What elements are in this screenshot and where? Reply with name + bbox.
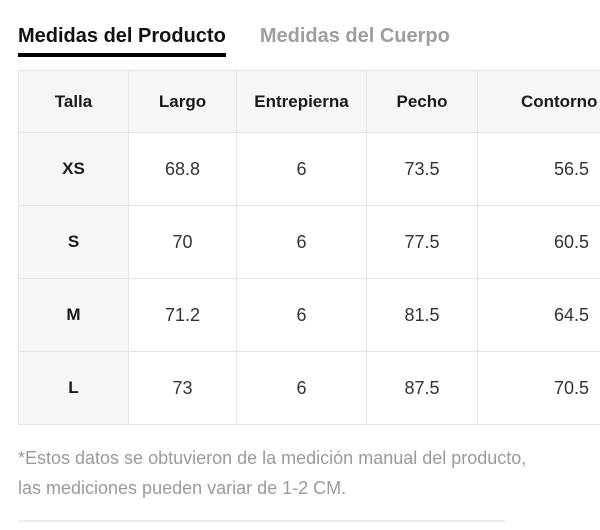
- cell-size: S: [18, 205, 129, 279]
- table-row-xs: XS 68.8 6 73.5 56.5: [18, 132, 600, 206]
- size-table-scroll-area[interactable]: Talla Largo Entrepierna Pecho Contorno d…: [18, 70, 600, 425]
- measurement-disclaimer: *Estos datos se obtuvieron de la medició…: [18, 443, 582, 503]
- column-header-entrepierna: Entrepierna: [236, 70, 367, 133]
- column-header-largo: Largo: [128, 70, 237, 133]
- table-row-s: S 70 6 77.5 60.5: [18, 205, 600, 279]
- table-header-row: Talla Largo Entrepierna Pecho Contorno d…: [18, 70, 600, 133]
- cell-contorno: 56.5: [477, 132, 600, 206]
- column-header-talla: Talla: [18, 70, 129, 133]
- cell-size: L: [18, 351, 129, 425]
- bottom-divider: [18, 520, 505, 522]
- cell-size: XS: [18, 132, 129, 206]
- tab-medidas-del-cuerpo[interactable]: Medidas del Cuerpo: [259, 25, 450, 47]
- cell-size: M: [18, 278, 129, 352]
- measurement-disclaimer-line-1: *Estos datos se obtuvieron de la medició…: [18, 448, 527, 468]
- cell-contorno: 70.5: [477, 351, 600, 425]
- column-header-contorno: Contorno de: [477, 70, 600, 133]
- measurement-disclaimer-line-2: las mediciones pueden variar de 1-2 CM.: [18, 478, 347, 498]
- column-header-pecho: Pecho: [366, 70, 478, 133]
- cell-pecho: 77.5: [366, 205, 478, 279]
- tab-medidas-del-producto[interactable]: Medidas del Producto: [18, 23, 226, 57]
- table-row-m: M 71.2 6 81.5 64.5: [18, 278, 600, 352]
- cell-entrepierna: 6: [236, 278, 367, 352]
- cell-pecho: 81.5: [366, 278, 478, 352]
- cell-contorno: 64.5: [477, 278, 600, 352]
- cell-entrepierna: 6: [236, 132, 367, 206]
- cell-largo: 68.8: [128, 132, 237, 206]
- size-table: Talla Largo Entrepierna Pecho Contorno d…: [18, 70, 600, 425]
- tabs-bar: Medidas del Producto Medidas del Cuerpo: [0, 0, 600, 57]
- cell-pecho: 73.5: [366, 132, 478, 206]
- table-row-l: L 73 6 87.5 70.5: [18, 351, 600, 425]
- cell-largo: 71.2: [128, 278, 237, 352]
- cell-contorno: 60.5: [477, 205, 600, 279]
- cell-largo: 70: [128, 205, 237, 279]
- cell-largo: 73: [128, 351, 237, 425]
- cell-entrepierna: 6: [236, 205, 367, 279]
- cell-pecho: 87.5: [366, 351, 478, 425]
- cell-entrepierna: 6: [236, 351, 367, 425]
